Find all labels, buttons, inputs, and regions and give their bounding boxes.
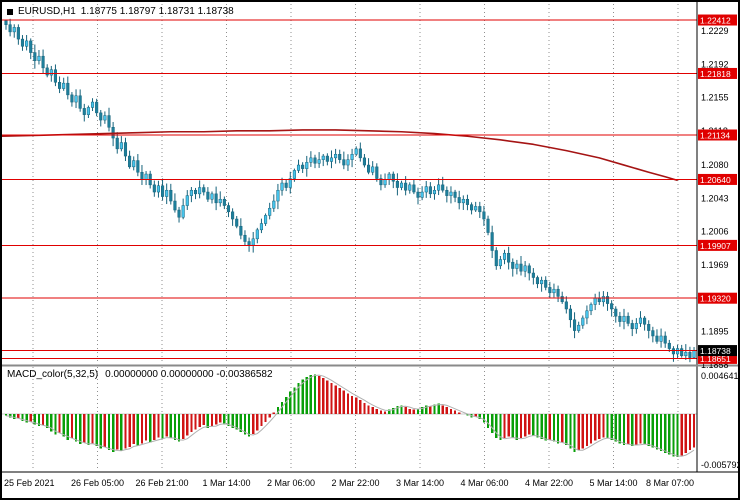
current-price-tag [698, 345, 737, 357]
macd-axis-min-label: -0.0057929 [701, 460, 738, 470]
price-tag [698, 239, 737, 251]
svg-text:1.19907: 1.19907 [700, 241, 731, 251]
time-tick-label: 2 Mar 06:00 [267, 478, 315, 488]
time-tick-label: 26 Feb 21:00 [135, 478, 188, 488]
macd-values: 0.00000000 0.00000000 -0.00386582 [105, 369, 273, 380]
time-tick-label: 3 Mar 14:00 [396, 478, 444, 488]
price-tag [698, 352, 737, 364]
time-tick-label: 8 Mar 07:00 [646, 478, 694, 488]
price-tag [698, 14, 737, 26]
price-tick-label: 1.2080 [701, 160, 729, 170]
svg-text:1.20640: 1.20640 [700, 175, 731, 185]
price-tag [698, 129, 737, 141]
time-tick-label: 4 Mar 06:00 [460, 478, 508, 488]
horizontal-lines [2, 19, 697, 359]
macd-indicator-label: MACD_color(5,32,5) 0.00000000 0.00000000… [7, 369, 273, 380]
price-tick-label: 1.2043 [701, 193, 729, 203]
ohlc-values: 1.18775 1.18797 1.18731 1.18738 [80, 6, 234, 17]
price-tick-label: 1.2006 [701, 227, 729, 237]
price-tick-label: 1.1858 [701, 360, 729, 370]
time-tick-label: 2 Mar 22:00 [331, 478, 379, 488]
svg-text:1.21818: 1.21818 [700, 69, 731, 79]
svg-text:1.21134: 1.21134 [700, 130, 730, 140]
price-tick-label: 1.2229 [701, 26, 729, 36]
price-tag [698, 173, 737, 185]
macd-histogram [4, 374, 696, 458]
price-line-tags: 1.22412 1.21818 1.21134 1.20640 1.19907 1.193… [698, 14, 737, 364]
svg-text:1.18738: 1.18738 [700, 346, 731, 356]
chart-symbol-title: EURUSD,H1 1.18775 1.18797 1.18731 1.1873… [7, 6, 234, 17]
time-tick-label: 5 Mar 14:00 [589, 478, 637, 488]
moving-average-line [2, 129, 678, 182]
macd-signal-line [5, 374, 695, 457]
time-axis[interactable]: 25 Feb 2021 26 Feb 05:00 26 Feb 21:00 1 Mar… [4, 478, 694, 488]
time-tick-label: 25 Feb 2021 [4, 478, 55, 488]
price-tag [698, 292, 737, 304]
price-tick-label: 1.1895 [701, 326, 729, 336]
macd-axis-max-label: 0.0046412 [701, 371, 738, 381]
svg-text:1.18651: 1.18651 [700, 354, 731, 364]
macd-name: MACD_color(5,32,5) [7, 369, 99, 380]
price-tick-label: 1.2192 [701, 59, 729, 69]
symbol-period-label: EURUSD,H1 [18, 6, 76, 17]
price-tick-label: 1.2155 [701, 93, 729, 103]
candles [4, 18, 696, 363]
price-tag [698, 67, 737, 79]
svg-text:1.22412: 1.22412 [700, 16, 731, 26]
svg-text:1.19320: 1.19320 [700, 294, 731, 304]
time-tick-label: 1 Mar 14:00 [202, 478, 250, 488]
time-tick-label: 26 Feb 05:00 [71, 478, 124, 488]
time-tick-label: 4 Mar 22:00 [525, 478, 573, 488]
chart-bullet-icon [7, 8, 13, 15]
price-tick-label: 1.1969 [701, 260, 729, 270]
